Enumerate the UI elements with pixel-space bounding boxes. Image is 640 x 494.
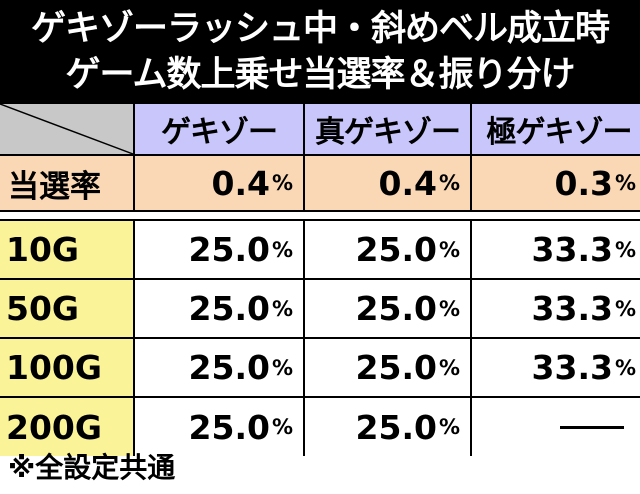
percent-unit: % [614, 355, 636, 380]
percent-unit: % [438, 355, 460, 380]
rate-row-label: 当選率 [0, 156, 133, 210]
table-cell: 33.3% [472, 221, 640, 278]
rate-number: 0.3 [554, 163, 613, 203]
rate-number: 0.4 [211, 163, 270, 203]
table-cell: 25.0% [135, 339, 303, 396]
diagonal-divider [0, 104, 133, 154]
rate-number: 0.4 [378, 163, 437, 203]
percent-unit: % [271, 355, 293, 380]
row-label-100g: 100G [0, 339, 133, 396]
table-cell-not-applicable [472, 398, 640, 456]
percent-unit: % [438, 171, 460, 195]
dash-mark [560, 425, 624, 429]
cell-number: 33.3 [531, 348, 613, 387]
percent-unit: % [271, 171, 293, 195]
payout-table: ゲキゾー 真ゲキゾー 極ゲキゾー 当選率 0.4% 0.4% 0.3% 10G … [0, 104, 640, 456]
cell-number: 25.0 [355, 289, 437, 328]
table-cell: 25.0% [305, 280, 470, 337]
percent-unit: % [614, 171, 636, 195]
table-cell: 25.0% [135, 280, 303, 337]
cell-number: 25.0 [188, 348, 270, 387]
row-label-50g: 50G [0, 280, 133, 337]
cell-number: 25.0 [355, 230, 437, 269]
table-cell: 25.0% [305, 339, 470, 396]
percent-unit: % [438, 237, 460, 262]
percent-unit: % [614, 237, 636, 262]
row-label-200g: 200G [0, 398, 133, 456]
title-banner: ゲキゾーラッシュ中・斜めベル成立時 ゲーム数上乗せ当選率＆振り分け [0, 0, 640, 104]
table-cell: 33.3% [472, 280, 640, 337]
table-cell: 25.0% [305, 221, 470, 278]
table-cell: 33.3% [472, 339, 640, 396]
cell-number: 25.0 [188, 407, 270, 447]
percent-unit: % [271, 415, 293, 439]
percent-unit: % [614, 296, 636, 321]
percent-unit: % [438, 296, 460, 321]
cell-number: 25.0 [355, 348, 437, 387]
rate-value: 0.4% [135, 156, 303, 210]
rate-value: 0.4% [305, 156, 470, 210]
title-line-1: ゲキゾーラッシュ中・斜めベル成立時 [30, 9, 610, 49]
column-header-shin-gekizo: 真ゲキゾー [305, 104, 470, 154]
cell-number: 33.3 [531, 230, 613, 269]
cell-number: 25.0 [188, 230, 270, 269]
column-header-kiwami-gekizo: 極ゲキゾー [472, 104, 640, 154]
footnote: ※全設定共通 [8, 451, 176, 484]
table-cell: 25.0% [305, 398, 470, 456]
row-label-10g: 10G [0, 221, 133, 278]
percent-unit: % [438, 415, 460, 439]
cell-number: 33.3 [531, 289, 613, 328]
title-line-2: ゲーム数上乗せ当選率＆振り分け [65, 55, 576, 95]
table-cell: 25.0% [135, 221, 303, 278]
percent-unit: % [271, 237, 293, 262]
rate-value: 0.3% [472, 156, 640, 210]
column-header-gekizo: ゲキゾー [135, 104, 303, 154]
cell-number: 25.0 [188, 289, 270, 328]
table-cell: 25.0% [135, 398, 303, 456]
corner-cell [0, 104, 133, 154]
cell-number: 25.0 [355, 407, 437, 447]
percent-unit: % [271, 296, 293, 321]
table-spacer [0, 212, 640, 219]
